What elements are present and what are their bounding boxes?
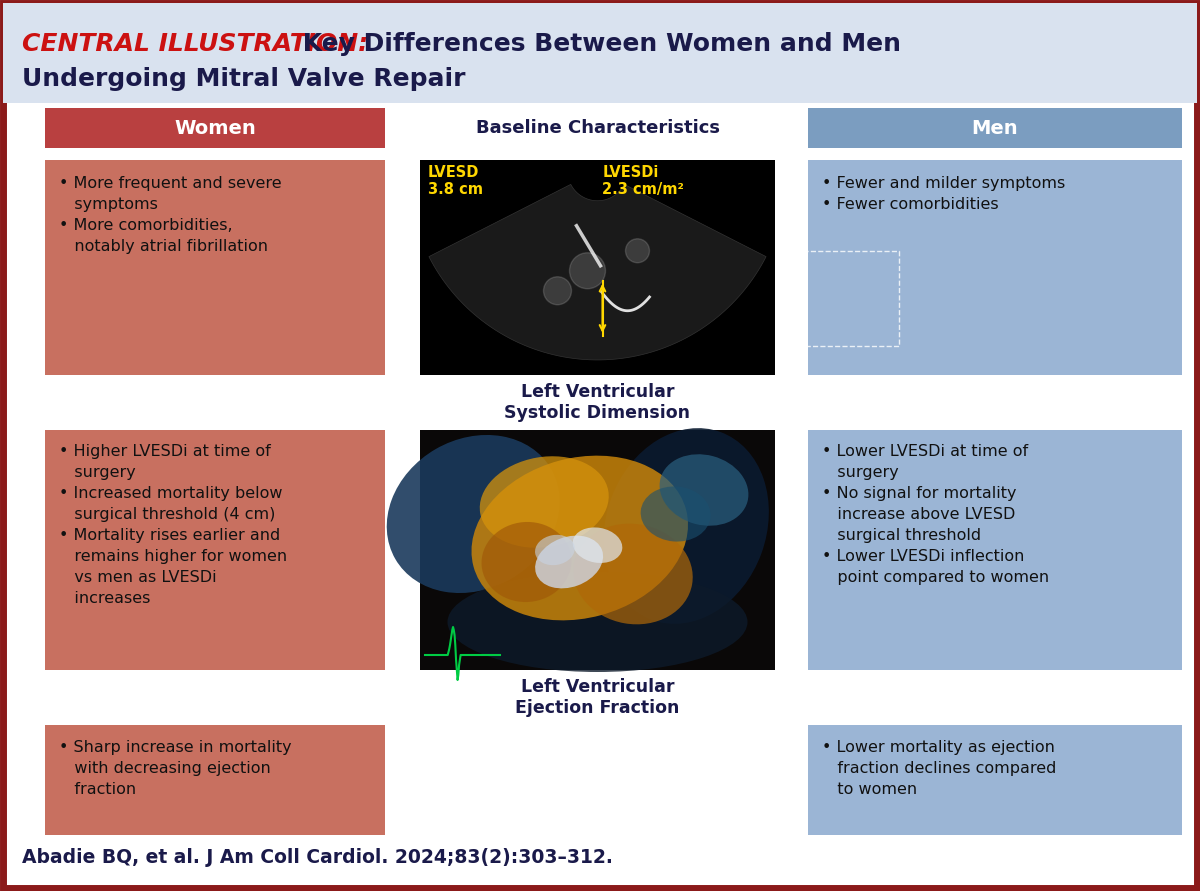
Ellipse shape — [480, 456, 608, 548]
Text: LVESDi: LVESDi — [602, 165, 659, 180]
Text: 3.8 cm: 3.8 cm — [428, 182, 482, 197]
FancyBboxPatch shape — [420, 430, 775, 670]
Text: • Lower mortality as ejection
   fraction declines compared
   to women: • Lower mortality as ejection fraction d… — [822, 740, 1056, 797]
Ellipse shape — [604, 429, 769, 624]
Text: CENTRAL ILLUSTRATION:: CENTRAL ILLUSTRATION: — [22, 32, 368, 56]
Text: Abadie BQ, et al. J Am Coll Cardiol. 2024;83(2):303–312.: Abadie BQ, et al. J Am Coll Cardiol. 202… — [22, 848, 613, 867]
FancyBboxPatch shape — [808, 725, 1182, 835]
Text: Key Differences Between Women and Men: Key Differences Between Women and Men — [294, 32, 901, 56]
FancyBboxPatch shape — [808, 430, 1182, 670]
Ellipse shape — [386, 435, 559, 593]
Text: • Higher LVESDi at time of
   surgery
• Increased mortality below
   surgical th: • Higher LVESDi at time of surgery • Inc… — [59, 444, 287, 606]
Circle shape — [570, 253, 606, 289]
Ellipse shape — [448, 572, 748, 672]
Text: • Sharp increase in mortality
   with decreasing ejection
   fraction: • Sharp increase in mortality with decre… — [59, 740, 292, 797]
FancyBboxPatch shape — [808, 108, 1182, 148]
FancyBboxPatch shape — [46, 108, 385, 148]
Text: • Lower LVESDi at time of
   surgery
• No signal for mortality
   increase above: • Lower LVESDi at time of surgery • No s… — [822, 444, 1049, 585]
FancyBboxPatch shape — [420, 160, 775, 375]
Text: 2.3 cm/m²: 2.3 cm/m² — [602, 182, 684, 197]
Text: • Fewer and milder symptoms
• Fewer comorbidities: • Fewer and milder symptoms • Fewer como… — [822, 176, 1066, 212]
FancyBboxPatch shape — [46, 160, 385, 375]
Polygon shape — [428, 184, 766, 360]
Text: • More frequent and severe
   symptoms
• More comorbidities,
   notably atrial f: • More frequent and severe symptoms • Mo… — [59, 176, 282, 254]
Ellipse shape — [574, 524, 692, 625]
FancyBboxPatch shape — [46, 725, 385, 835]
Ellipse shape — [660, 454, 749, 526]
Ellipse shape — [572, 527, 623, 563]
Circle shape — [625, 239, 649, 263]
Text: Undergoing Mitral Valve Repair: Undergoing Mitral Valve Repair — [22, 67, 466, 91]
Text: Left Ventricular
Systolic Dimension: Left Ventricular Systolic Dimension — [504, 383, 690, 422]
Text: Men: Men — [972, 119, 1019, 137]
FancyBboxPatch shape — [808, 160, 1182, 375]
FancyBboxPatch shape — [46, 430, 385, 670]
Text: LVESD: LVESD — [428, 165, 479, 180]
Ellipse shape — [535, 535, 575, 565]
FancyBboxPatch shape — [2, 3, 1198, 888]
Ellipse shape — [481, 522, 571, 602]
Ellipse shape — [472, 455, 688, 620]
Text: Baseline Characteristics: Baseline Characteristics — [475, 119, 720, 137]
Text: Women: Women — [174, 119, 256, 137]
Ellipse shape — [535, 535, 604, 588]
Ellipse shape — [641, 486, 710, 542]
Circle shape — [544, 277, 571, 305]
FancyBboxPatch shape — [2, 3, 1198, 103]
Text: Left Ventricular
Ejection Fraction: Left Ventricular Ejection Fraction — [515, 678, 679, 717]
